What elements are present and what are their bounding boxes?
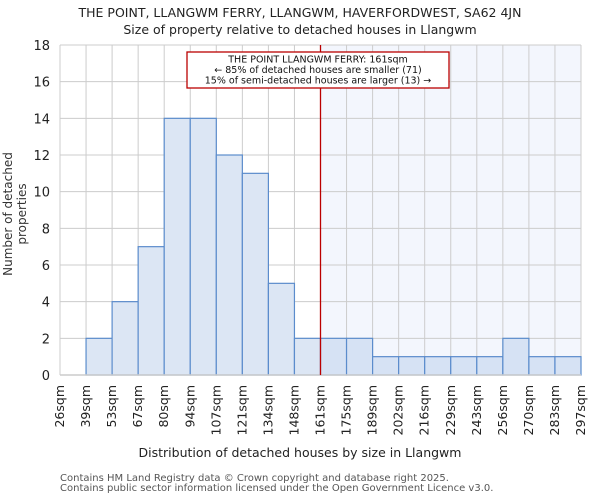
- y-tick-label: 16: [33, 76, 50, 91]
- x-tick-label: 94sqm: [182, 385, 197, 428]
- chart-title: THE POINT, LLANGWM FERRY, LLANGWM, HAVER…: [78, 5, 522, 20]
- annotation-box: [186, 51, 450, 89]
- footer: Contains HM Land Registry data © Crown c…: [60, 474, 493, 494]
- x-axis-label: Distribution of detached houses by size …: [138, 445, 462, 460]
- histogram-bar: [450, 356, 478, 376]
- x-tick-label: 270sqm: [521, 385, 536, 435]
- x-tick-label: 189sqm: [365, 385, 380, 435]
- footer-line-2: Contains public sector information licen…: [60, 483, 494, 494]
- x-tick-label: 297sqm: [573, 385, 588, 435]
- x-tick-label: 26sqm: [52, 385, 67, 428]
- histogram-bar: [111, 301, 139, 376]
- y-tick-label: 18: [33, 39, 50, 54]
- y-tick-label: 6: [42, 259, 50, 274]
- histogram-bar: [554, 356, 582, 376]
- y-tick-label: 8: [42, 222, 50, 237]
- x-tick-label: 175sqm: [339, 385, 354, 435]
- x-tick-label: 229sqm: [443, 385, 458, 435]
- x-tick-label: 53sqm: [104, 385, 119, 428]
- y-tick-label: 2: [42, 332, 50, 347]
- y-tick-label: 14: [33, 112, 50, 127]
- histogram-bar: [267, 282, 296, 376]
- y-tick-label: 0: [42, 369, 50, 384]
- x-tick-label: 256sqm: [495, 385, 510, 435]
- y-tick-label: 12: [33, 149, 50, 164]
- histogram-bar: [241, 172, 270, 376]
- histogram-bar: [476, 356, 504, 376]
- x-tick-label: 80sqm: [156, 385, 171, 428]
- x-tick-label: 161sqm: [313, 385, 328, 435]
- histogram-bar: [345, 337, 374, 376]
- chart-subtitle: Size of property relative to detached ho…: [123, 22, 477, 37]
- histogram-bar: [163, 117, 191, 376]
- footer-line-1: Contains HM Land Registry data © Crown c…: [60, 473, 449, 484]
- y-tick-label: 10: [33, 186, 50, 201]
- histogram-bar: [85, 337, 113, 376]
- x-tick-label: 243sqm: [469, 385, 484, 435]
- annotation-line: 15% of semi-detached houses are larger (…: [205, 76, 432, 87]
- histogram-bar: [502, 337, 530, 376]
- histogram-bar: [372, 356, 400, 376]
- x-tick-label: 148sqm: [286, 385, 301, 435]
- x-tick-label: 202sqm: [391, 385, 406, 435]
- x-tick-label: 216sqm: [417, 385, 432, 435]
- y-tick-label: 4: [42, 296, 50, 311]
- annotation-line: ← 85% of detached houses are smaller (71…: [214, 65, 421, 76]
- x-tick-label: 39sqm: [78, 385, 93, 428]
- histogram-bar: [189, 117, 217, 376]
- y-axis-label: Number of detached properties: [1, 152, 29, 276]
- histogram-bar: [137, 246, 165, 376]
- x-tick-label: 67sqm: [130, 385, 145, 428]
- x-tick-label: 107sqm: [208, 385, 223, 435]
- histogram-bar: [215, 154, 243, 376]
- x-tick-label: 283sqm: [547, 385, 562, 435]
- x-tick-label: 134sqm: [260, 385, 275, 435]
- histogram-bar: [398, 356, 426, 376]
- histogram-bar: [319, 337, 348, 376]
- x-tick-label: 121sqm: [234, 385, 249, 435]
- histogram-bar: [528, 356, 556, 376]
- histogram-bar: [293, 337, 322, 376]
- annotation-line: THE POINT LLANGWM FERRY: 161sqm: [227, 55, 407, 66]
- histogram-bar: [424, 356, 452, 376]
